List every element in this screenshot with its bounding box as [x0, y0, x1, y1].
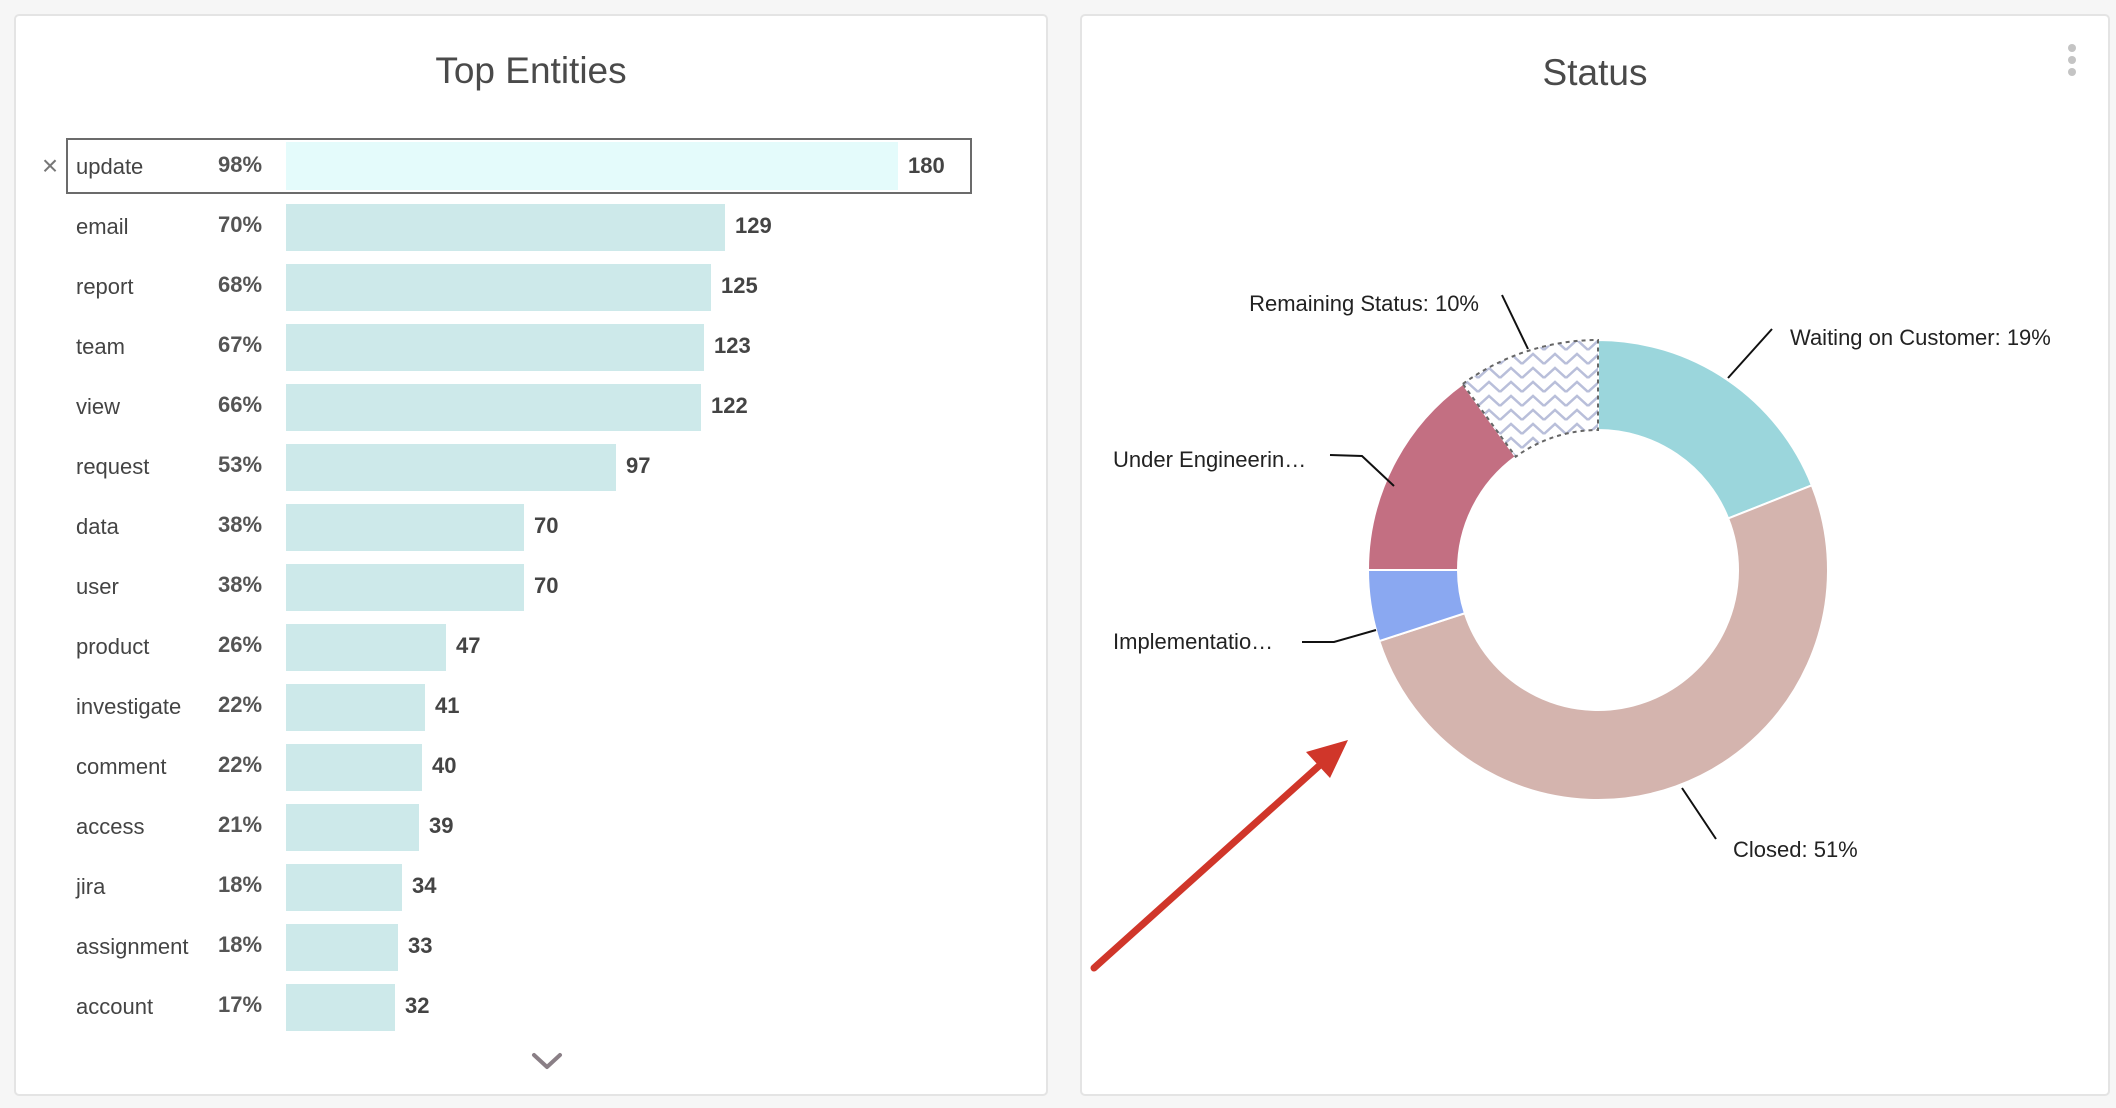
slice-leader-line — [1302, 629, 1377, 643]
entity-count: 41 — [435, 693, 460, 718]
entity-label: report — [76, 274, 134, 299]
entity-label: comment — [76, 754, 167, 779]
entity-bar[interactable] — [286, 624, 446, 671]
entity-label: user — [76, 574, 119, 599]
entity-count: 122 — [711, 393, 748, 418]
slice-label: Implementatio… — [1113, 629, 1273, 654]
entity-percent: 38% — [218, 572, 263, 597]
slice-label: Waiting on Customer: 19% — [1790, 325, 2051, 350]
entity-label: jira — [76, 874, 106, 899]
entity-count: 129 — [735, 213, 772, 238]
entity-bar[interactable] — [286, 142, 898, 190]
entity-label: view — [76, 394, 121, 419]
entity-label: account — [76, 994, 154, 1019]
entity-percent: 18% — [218, 872, 263, 897]
entity-bar[interactable] — [286, 924, 398, 971]
slice-leader-line — [1329, 454, 1395, 487]
entity-percent: 66% — [218, 392, 263, 417]
entity-bar[interactable] — [286, 444, 616, 491]
close-icon[interactable]: × — [41, 150, 59, 181]
slice-leader-line — [1501, 294, 1529, 350]
entity-label: request — [76, 454, 150, 479]
slice-leader-line — [1727, 328, 1773, 379]
entity-count: 39 — [429, 813, 454, 838]
entity-label: access — [76, 814, 145, 839]
entity-percent: 22% — [218, 692, 263, 717]
entity-label: investigate — [76, 694, 182, 719]
entity-label: assignment — [76, 934, 189, 959]
entity-bar-list: ×update98%180×email70%129×report68%125×t… — [16, 138, 1050, 1038]
entity-count: 97 — [626, 453, 651, 478]
entity-bar[interactable] — [286, 744, 422, 791]
entity-label: team — [76, 334, 125, 359]
entity-label: product — [76, 634, 150, 659]
entity-bar[interactable] — [286, 204, 725, 251]
entity-row[interactable]: × update 98% 180 — [16, 138, 1050, 198]
status-donut-chart: Waiting on Customer: 19% Closed: 51% Imple… — [1113, 291, 2051, 862]
kebab-menu-icon[interactable] — [2066, 44, 2078, 82]
entity-bar[interactable] — [286, 264, 711, 311]
entity-count: 32 — [405, 993, 430, 1018]
entity-bar[interactable] — [286, 384, 701, 431]
entity-bar[interactable] — [286, 684, 425, 731]
entity-count: 70 — [534, 513, 559, 538]
top-entities-title: Top Entities — [435, 50, 627, 91]
chevron-down-icon[interactable] — [530, 1050, 564, 1072]
entity-percent: 26% — [218, 632, 263, 657]
entity-percent: 68% — [218, 272, 263, 297]
donut-slice[interactable] — [1461, 338, 1599, 459]
entity-count: 47 — [456, 633, 481, 658]
entity-bar[interactable] — [286, 324, 704, 371]
entity-label: email — [76, 214, 129, 239]
entity-bar[interactable] — [286, 984, 395, 1031]
donut-slice[interactable] — [1597, 338, 1814, 520]
entity-count: 70 — [534, 573, 559, 598]
slice-label: Remaining Status: 10% — [1249, 291, 1479, 316]
entity-count: 125 — [721, 273, 758, 298]
entity-bar[interactable] — [286, 564, 524, 611]
entity-percent: 70% — [218, 212, 263, 237]
slice-leader-line — [1681, 787, 1717, 840]
entity-percent: 17% — [218, 992, 263, 1017]
donut-slice[interactable] — [1366, 382, 1518, 571]
top-entities-panel: Top Entities ×update98%180×email70%129×r… — [14, 14, 1048, 1096]
slice-label: Closed: 51% — [1733, 837, 1858, 862]
entity-bar[interactable] — [286, 804, 419, 851]
entity-count: 40 — [432, 753, 457, 778]
entity-percent: 98% — [218, 152, 263, 177]
entity-percent: 18% — [218, 932, 263, 957]
entity-bar[interactable] — [286, 864, 402, 911]
entity-percent: 67% — [218, 332, 263, 357]
entity-label: data — [76, 514, 119, 539]
status-panel: Status Waiting on Customer: 19% Closed: 5… — [1080, 14, 2110, 1096]
entity-label: update — [76, 154, 144, 179]
slice-label: Under Engineerin… — [1113, 447, 1306, 472]
entity-bar[interactable] — [286, 504, 524, 551]
donut-slice[interactable] — [1377, 484, 1829, 801]
entity-count: 180 — [908, 153, 945, 178]
entity-percent: 38% — [218, 512, 263, 537]
entity-count: 33 — [408, 933, 433, 958]
entity-percent: 53% — [218, 452, 263, 477]
status-title: Status — [1542, 52, 1648, 93]
entity-percent: 21% — [218, 812, 263, 837]
entity-count: 123 — [714, 333, 751, 358]
entity-percent: 22% — [218, 752, 263, 777]
entity-count: 34 — [412, 873, 437, 898]
